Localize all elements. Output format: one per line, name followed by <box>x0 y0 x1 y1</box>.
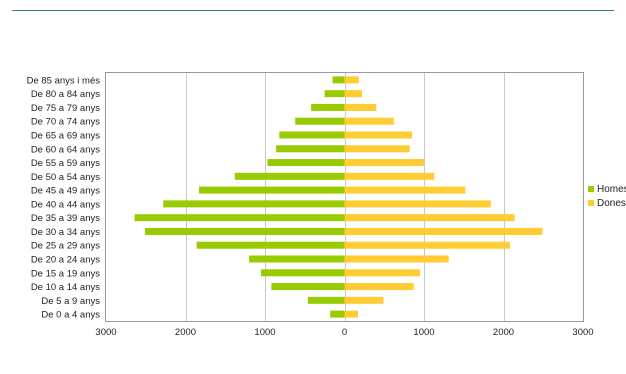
y-tick-label: De 30 a 34 anys <box>31 227 100 238</box>
x-tick-label: 1000 <box>254 327 275 338</box>
bar-dones <box>344 117 394 125</box>
legend-swatch-homes <box>588 186 594 192</box>
y-tick-label: De 10 a 14 anys <box>31 282 100 293</box>
bar-dones <box>344 172 435 180</box>
bar-dones <box>344 131 413 139</box>
y-tick-label: De 55 a 59 anys <box>31 158 100 169</box>
x-tick-label: 0 <box>342 327 347 338</box>
plot-area-border <box>105 72 584 322</box>
y-tick-label: De 45 a 49 anys <box>31 186 100 197</box>
bar-homes <box>332 76 345 84</box>
y-tick-label: De 25 a 29 anys <box>31 241 100 252</box>
bar-dones <box>344 103 377 111</box>
y-tick-label: De 0 a 4 anys <box>41 310 100 321</box>
x-axis-labels: 3000 2000 1000 0 1000 2000 3000 <box>95 327 593 338</box>
bars <box>134 76 543 318</box>
bar-dones <box>344 310 359 318</box>
bar-homes <box>295 117 345 125</box>
y-tick-label: De 70 a 74 anys <box>31 117 100 128</box>
y-tick-label: De 75 a 79 anys <box>31 103 100 114</box>
x-tick-label: 3000 <box>95 327 116 338</box>
bar-dones <box>344 241 510 249</box>
bar-dones <box>344 200 491 208</box>
x-tick-label: 2000 <box>175 327 196 338</box>
bar-homes <box>234 172 345 180</box>
bar-dones <box>344 186 466 194</box>
y-tick-label: De 85 anys i més <box>27 75 101 86</box>
legend-label-dones: Dones <box>597 198 626 209</box>
bar-dones <box>344 145 410 153</box>
legend: Homes Dones <box>588 184 626 209</box>
bar-dones <box>344 76 359 84</box>
grid-lines <box>186 73 505 321</box>
bar-dones <box>344 214 515 222</box>
bar-homes <box>144 227 345 235</box>
bar-homes <box>199 186 345 194</box>
bar-dones <box>344 296 384 304</box>
y-tick-label: De 50 a 54 anys <box>31 172 100 183</box>
y-tick-label: De 20 a 24 anys <box>31 255 100 266</box>
y-tick-label: De 5 a 9 anys <box>41 296 100 307</box>
bar-dones <box>344 227 543 235</box>
bar-dones <box>344 159 424 167</box>
y-tick-label: De 60 a 64 anys <box>31 144 100 155</box>
y-tick-label: De 40 a 44 anys <box>31 199 100 210</box>
bar-homes <box>261 269 345 277</box>
header-divider <box>12 10 614 11</box>
x-tick-label: 2000 <box>493 327 514 338</box>
bar-homes <box>311 103 345 111</box>
bar-homes <box>324 90 345 98</box>
x-tick-label: 1000 <box>413 327 434 338</box>
y-tick-label: De 15 a 19 anys <box>31 268 100 279</box>
x-tick-label: 3000 <box>572 327 593 338</box>
bar-homes <box>134 214 345 222</box>
bar-homes <box>330 310 345 318</box>
bar-homes <box>307 296 345 304</box>
legend-swatch-dones <box>588 200 594 206</box>
y-axis-labels: De 85 anys i més De 80 a 84 anys De 75 a 7… <box>27 75 101 320</box>
bar-homes <box>276 145 345 153</box>
legend-label-homes: Homes <box>597 184 626 195</box>
bar-homes <box>196 241 345 249</box>
y-tick-label: De 65 a 69 anys <box>31 131 100 142</box>
bar-dones <box>344 255 449 263</box>
bar-homes <box>163 200 345 208</box>
bar-dones <box>344 269 421 277</box>
bar-homes <box>279 131 345 139</box>
y-tick-label: De 35 a 39 anys <box>31 213 100 224</box>
y-tick-label: De 80 a 84 anys <box>31 89 100 100</box>
bar-dones <box>344 90 362 98</box>
bar-homes <box>267 159 345 167</box>
bar-dones <box>344 283 414 291</box>
bar-homes <box>271 283 345 291</box>
bar-homes <box>249 255 345 263</box>
